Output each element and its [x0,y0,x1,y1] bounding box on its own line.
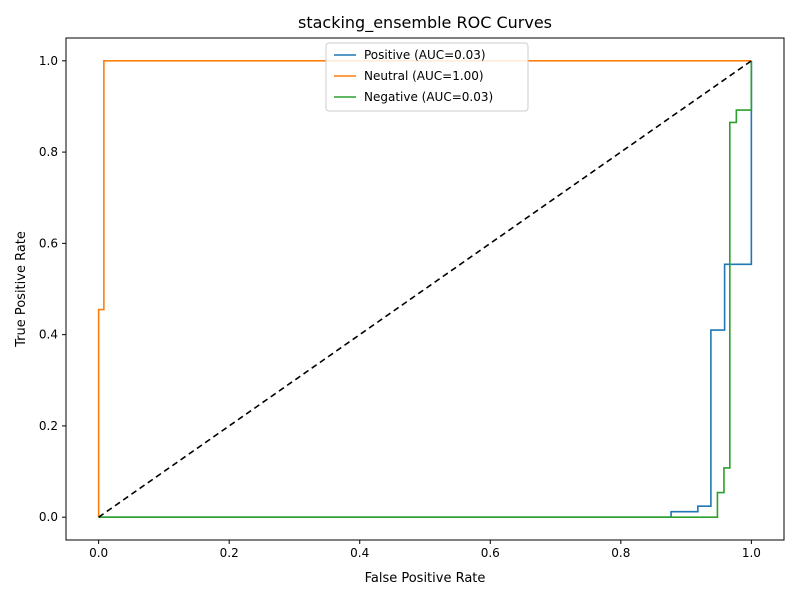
roc-curve-series-1 [97,60,752,518]
x-tick-label: 1.0 [742,546,761,560]
chart-title: stacking_ensemble ROC Curves [298,13,552,33]
y-axis-ticks: 0.0 0.2 0.4 0.6 0.8 1.0 [39,54,66,524]
y-tick-label: 0.2 [39,419,58,433]
plot-frame [65,37,785,541]
y-tick-label: 0.6 [39,236,58,250]
legend: Positive (AUC=0.03) Neutral (AUC=1.00) Neg… [325,42,529,112]
legend-label: Negative (AUC=0.03) [364,90,493,104]
x-tick-label: 0.4 [350,546,369,560]
roc-curve-series-2 [98,60,753,518]
legend-label: Positive (AUC=0.03) [364,48,486,62]
x-axis-ticks: 0.0 0.2 0.4 0.6 0.8 1.0 [89,540,761,560]
y-tick-label: 0.4 [39,328,58,342]
x-tick-label: 0.6 [481,546,500,560]
roc-curve-series-0 [98,60,753,518]
x-tick-label: 0.8 [611,546,630,560]
y-tick-label: 0.8 [39,145,58,159]
roc-curves [97,60,753,518]
x-tick-label: 0.2 [220,546,239,560]
y-tick-label: 0.0 [39,510,58,524]
chance-reference-line [98,60,752,518]
legend-box [325,42,529,112]
x-tick-label: 0.0 [89,546,108,560]
legend-label: Neutral (AUC=1.00) [364,69,484,83]
y-axis-label: True Positive Rate [14,231,29,348]
y-tick-label: 1.0 [39,54,58,68]
x-axis-label: False Positive Rate [365,571,486,586]
